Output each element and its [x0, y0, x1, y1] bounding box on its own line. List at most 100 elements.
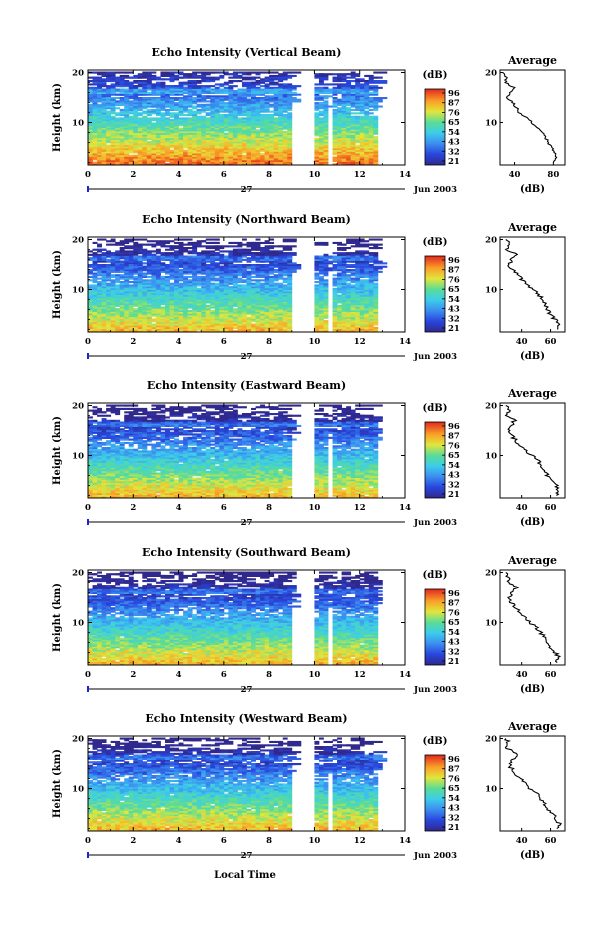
heatmap-cell: [178, 132, 184, 135]
heatmap-cell: [169, 129, 175, 132]
heatmap-cell: [174, 131, 179, 134]
heatmap-cell: [278, 122, 284, 125]
heatmap-cell: [368, 127, 374, 130]
heatmap-cell: [119, 291, 125, 294]
heatmap-cell: [115, 328, 121, 331]
heatmap-cell: [282, 156, 288, 159]
heatmap-cell: [368, 134, 374, 137]
heatmap-cell: [124, 90, 130, 93]
heatmap-cell: [88, 270, 93, 273]
heatmap-cell: [124, 108, 130, 111]
heatmap-cell: [128, 117, 134, 120]
heatmap-cell: [368, 131, 374, 134]
heatmap-cell: [264, 286, 270, 289]
heatmap-cell: [210, 117, 216, 120]
heatmap-cell: [192, 159, 198, 162]
heatmap-cell: [97, 291, 102, 294]
heatmap-cell: [251, 137, 256, 140]
heatmap-cell: [160, 318, 166, 321]
heatmap-cell: [350, 148, 356, 151]
heatmap-cell: [97, 80, 107, 83]
heatmap-cell: [214, 316, 220, 319]
heatmap-cell: [133, 154, 139, 157]
heatmap-cell: [282, 142, 288, 145]
heatmap-cell: [124, 303, 130, 306]
heatmap-cell: [88, 141, 93, 144]
heatmap-cell: [97, 131, 102, 134]
heatmap-cell: [228, 73, 238, 76]
heatmap-cell: [124, 306, 130, 309]
heatmap-cell: [278, 124, 284, 127]
heatmap-cell: [337, 142, 342, 145]
heatmap-cell: [92, 301, 98, 304]
heatmap-cell: [128, 142, 134, 145]
heatmap-cell: [97, 281, 102, 284]
heatmap-cell: [164, 308, 170, 311]
heatmap-cell: [228, 146, 234, 149]
heatmap-cell: [219, 151, 225, 154]
heatmap-cell: [124, 282, 130, 285]
heatmap-cell: [160, 163, 166, 166]
heatmap-cell: [92, 306, 98, 309]
heatmap-cell: [196, 131, 202, 134]
heatmap-cell: [341, 117, 347, 120]
heatmap-cell: [187, 250, 198, 253]
heatmap-cell: [214, 309, 220, 312]
heatmap-cell: [115, 154, 121, 157]
heatmap-cell: [278, 134, 284, 137]
heatmap-cell: [192, 299, 198, 302]
heatmap-cell: [101, 107, 107, 110]
heatmap-cell: [101, 301, 107, 304]
heatmap-cell: [174, 141, 179, 144]
heatmap-cell: [169, 325, 175, 328]
heatmap-cell: [155, 159, 161, 162]
heatmap-cell: [97, 78, 112, 81]
heatmap-cell: [187, 247, 198, 250]
heatmap-cell: [106, 153, 112, 156]
heatmap-cell: [364, 115, 370, 118]
heatmap-cell: [332, 115, 338, 118]
heatmap-cell: [92, 274, 98, 277]
heatmap-cell: [278, 144, 284, 147]
heatmap-cell: [142, 115, 148, 118]
heatmap-cell: [373, 71, 388, 74]
heatmap-cell: [223, 125, 229, 128]
heatmap-cell: [237, 274, 243, 277]
heatmap-cell: [115, 316, 121, 319]
heatmap-cell: [110, 298, 116, 301]
heatmap-cell: [323, 120, 329, 123]
heatmap-cell: [155, 296, 161, 299]
heatmap-cell: [124, 100, 130, 103]
heatmap-cell: [142, 134, 148, 137]
heatmap-cell: [88, 284, 93, 287]
heatmap-cell: [255, 153, 261, 156]
heatmap-cell: [314, 119, 320, 122]
heatmap-cell: [255, 311, 261, 314]
colorbar-tick-label: 87: [448, 99, 460, 109]
heatmap-cell: [237, 281, 243, 284]
heatmap-cell: [228, 142, 234, 145]
heatmap-cell: [205, 108, 211, 111]
heatmap-cell: [260, 163, 266, 166]
heatmap-cell: [205, 250, 216, 253]
heatmap-cell: [323, 137, 329, 140]
heatmap-cell: [223, 119, 229, 122]
heatmap-cell: [237, 243, 252, 246]
heatmap-cell: [192, 258, 198, 261]
heatmap-cell: [183, 90, 189, 93]
heatmap-cell: [228, 279, 234, 282]
heatmap-cell: [246, 156, 252, 159]
heatmap-cell: [332, 137, 338, 140]
heatmap-cell: [164, 275, 170, 278]
heatmap-cell: [287, 141, 293, 144]
heatmap-cell: [255, 129, 261, 132]
heatmap-cell: [124, 330, 130, 333]
heatmap-cell: [142, 301, 148, 304]
heatmap-cell: [355, 80, 370, 83]
heatmap-cell: [273, 325, 279, 328]
heatmap-cell: [282, 139, 288, 142]
heatmap-cell: [133, 139, 139, 142]
heatmap-cell: [318, 156, 324, 159]
heatmap-cell: [228, 139, 234, 142]
heatmap-cell: [160, 141, 166, 144]
